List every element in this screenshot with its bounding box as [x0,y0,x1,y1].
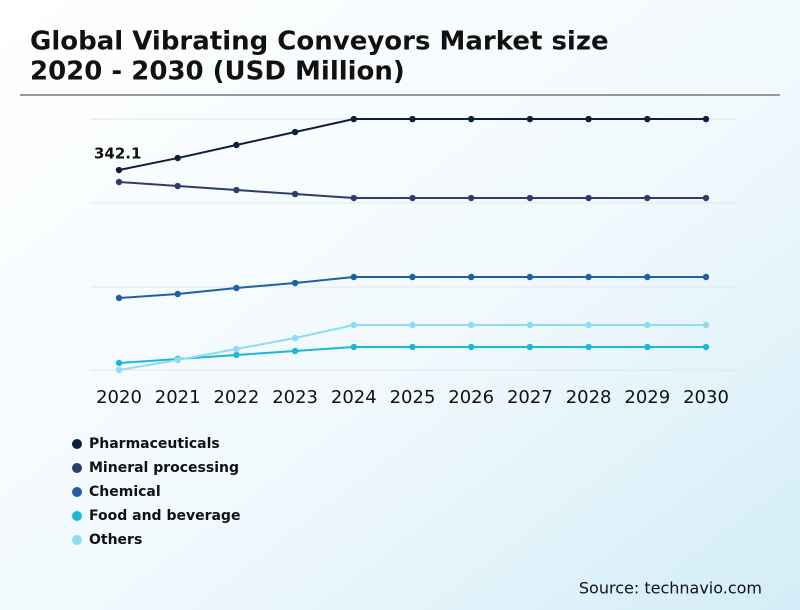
data-point [291,334,299,342]
data-point [644,194,651,202]
data-point [468,343,475,351]
data-point [291,128,299,136]
data-point [702,273,710,281]
data-label: 342.1 [94,145,141,163]
data-point [585,343,592,351]
data-point [644,343,651,351]
data-point [644,273,651,281]
x-tick-label: 2028 [566,387,612,408]
x-tick-label: 2023 [272,387,318,408]
data-point [702,343,710,351]
legend-label: Mineral processing [89,460,239,476]
chart-title: 2020 - 2030 (USD Million) [30,57,405,87]
data-point [115,178,123,186]
data-point [585,321,592,329]
data-point [233,186,240,194]
data-point [702,194,710,202]
data-point [409,321,416,329]
legend-marker [72,535,82,545]
data-point [644,115,651,123]
data-point [526,343,534,351]
data-point [350,115,357,123]
data-point [409,115,416,123]
data-point [115,166,123,174]
data-point [233,351,240,359]
x-tick-label: 2022 [213,387,259,408]
data-point [526,321,534,329]
x-tick-label: 2027 [507,387,553,408]
data-point [644,321,651,329]
source: Source: technavio.com [579,579,762,598]
x-tick-label: 2026 [448,387,494,408]
legend-label: Pharmaceuticals [89,436,220,452]
data-point [468,115,475,123]
legend-label: Others [89,532,142,548]
data-point [350,321,357,329]
data-point [468,194,475,202]
legend-marker [72,463,82,473]
data-point [526,273,534,281]
data-point [585,194,592,202]
data-point [174,154,181,162]
x-tick-label: 2021 [155,387,201,408]
legend-label: Chemical [89,484,161,500]
data-point [409,343,416,351]
data-point [585,273,592,281]
data-point [350,273,357,281]
data-point [526,115,534,123]
x-tick-label: 2020 [96,387,142,408]
data-point [174,356,181,364]
data-point [350,194,357,202]
data-point [291,347,299,355]
data-point [409,194,416,202]
data-point [115,366,123,374]
legend-marker [72,511,82,521]
data-point [702,321,710,329]
data-point [115,359,123,367]
x-tick-label: 2030 [683,387,729,408]
legend-marker [72,439,82,449]
data-point [291,279,299,287]
data-point [350,343,357,351]
data-point [585,115,592,123]
data-point [233,284,240,292]
data-point [174,290,181,298]
data-point [468,321,475,329]
data-point [526,194,534,202]
x-tick-label: 2024 [331,387,377,408]
legend-marker [72,487,82,497]
data-point [291,190,299,198]
data-point [702,115,710,123]
data-point [233,141,240,149]
legend-label: Food and beverage [89,508,240,524]
x-tick-label: 2025 [390,387,436,408]
x-tick-label: 2029 [624,387,670,408]
data-point [468,273,475,281]
data-point [115,294,123,302]
chart-title: Global Vibrating Conveyors Market size [30,27,609,57]
data-point [174,182,181,190]
data-point [233,345,240,353]
data-point [409,273,416,281]
